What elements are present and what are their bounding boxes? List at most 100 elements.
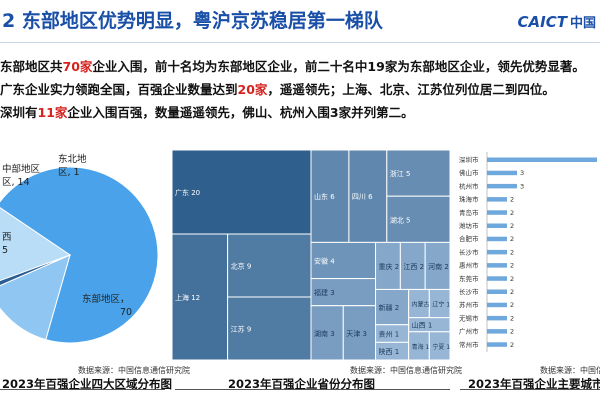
bar-category-3: 珠海市 bbox=[459, 195, 479, 204]
bar-value-10: 2 bbox=[510, 288, 514, 296]
treemap-label-辽宁-1: 辽宁 1 bbox=[432, 301, 450, 309]
pie-value-东部地区: 70 bbox=[120, 307, 132, 318]
bullet-3-highlight: 11家 bbox=[37, 105, 68, 120]
bar-caption-underline bbox=[460, 389, 600, 390]
pie-source: 数据来源：中国信息通信研究院 bbox=[78, 366, 190, 375]
bullet-1-pre: 东部地区共 bbox=[0, 59, 63, 74]
treemap-caption-underline bbox=[175, 389, 450, 390]
treemap-label-山西-1: 山西 1 bbox=[412, 321, 433, 330]
bar-value-13: 2 bbox=[510, 328, 514, 336]
bar-11 bbox=[487, 302, 507, 308]
bar-value-3: 2 bbox=[510, 196, 514, 204]
bar-category-10: 长沙市 bbox=[459, 287, 479, 296]
pie-panel: 东部地区， 70 中部地区区, 14 东北地区, 1 西 5 bbox=[0, 150, 168, 388]
header: 2 东部地区优势明显，粤沪京苏稳居第一梯队 CAICT 中国 bbox=[0, 0, 600, 46]
bullet-1-highlight: 70家 bbox=[62, 59, 93, 74]
pie-caption-underline bbox=[0, 389, 165, 390]
treemap-label-贵州-1: 贵州 1 bbox=[379, 330, 400, 339]
treemap-label-湖北-5: 湖北 5 bbox=[390, 215, 411, 224]
bar-3 bbox=[487, 197, 507, 202]
bullet-3-pre: 深圳有 bbox=[0, 105, 38, 120]
bar-value-8: 2 bbox=[510, 262, 514, 270]
treemap-label-天津-3: 天津 3 bbox=[346, 330, 367, 338]
bar-0 bbox=[487, 157, 597, 162]
bar-10 bbox=[487, 289, 507, 294]
pie-label-中部地区: 中部地区 bbox=[2, 163, 41, 175]
treemap-cell-湖北-5 bbox=[386, 195, 451, 243]
treemap-caption: 2023年百强企业省份分布图 bbox=[228, 377, 376, 391]
bar-5 bbox=[487, 223, 507, 228]
bar-value-11: 2 bbox=[510, 301, 514, 309]
bullet-2-post: ，遥遥领先；上海、北京、江苏位列位居二到四位。 bbox=[267, 82, 555, 97]
treemap-label-安徽-4: 安徽 4 bbox=[314, 256, 335, 265]
logo-text: CAICT bbox=[517, 13, 567, 31]
treemap-cell-广东-20 bbox=[171, 149, 312, 235]
bar-value-1: 3 bbox=[520, 169, 524, 177]
pie-label-西部地区: 西 bbox=[2, 232, 12, 243]
bar-value-6: 2 bbox=[510, 235, 514, 243]
bullet-1-post: 企业入围，前十名均为东部地区企业，前二十名中19家为东部地区企业，领先优势显著。 bbox=[92, 59, 585, 74]
caict-logo: CAICT 中国 bbox=[518, 12, 596, 31]
bar-8 bbox=[487, 263, 507, 268]
pie-label-东北地区: 东北地 bbox=[58, 153, 87, 165]
bar-value-12: 2 bbox=[510, 314, 514, 322]
bullet-3: 深圳有11家企业入围百强，数量遥遥领先，佛山、杭州入围3家并列第二。 bbox=[0, 102, 414, 121]
pie-slice-中部地区 bbox=[0, 254, 71, 341]
bar-4 bbox=[487, 210, 507, 215]
bar-category-7: 长沙市 bbox=[459, 247, 479, 256]
bar-category-9: 东莞市 bbox=[459, 274, 479, 283]
bar-category-2: 杭州市 bbox=[459, 181, 479, 190]
bullet-1: 东部地区共70家企业入围，前十名均为东部地区企业，前二十名中19家为东部地区企业… bbox=[0, 56, 585, 75]
pie-value-东北地区: 区, 1 bbox=[58, 167, 80, 178]
page-title: 2 东部地区优势明显，粤沪京苏稳居第一梯队 bbox=[2, 10, 383, 32]
treemap-label-江西-2: 江西 2 bbox=[403, 263, 424, 271]
treemap-label-内蒙古-1: 内蒙古 1 bbox=[412, 301, 436, 309]
title-divider bbox=[0, 42, 600, 43]
bar-13 bbox=[487, 329, 507, 334]
bar-category-4: 青岛市 bbox=[459, 208, 479, 217]
treemap-panel: 广东 20 上海 12 北京 9 江苏 9 山东 6 四川 6 浙江 5 湖北 5 安徽 4 福建… bbox=[171, 149, 451, 388]
bar-category-1: 佛山市 bbox=[459, 168, 479, 177]
bar-value-4: 2 bbox=[510, 209, 514, 217]
treemap-cell-湖南-3 bbox=[310, 305, 344, 361]
treemap-label-山东-6: 山东 6 bbox=[314, 192, 335, 201]
treemap-label-河南-2: 河南 2 bbox=[428, 262, 449, 271]
bar-9 bbox=[487, 276, 507, 281]
pie-caption: 2023年百强企业四大区域分布图 bbox=[2, 377, 173, 391]
treemap-cell-重庆-2 bbox=[375, 241, 401, 290]
bullet-3-post: 企业入围百强，数量遥遥领先，佛山、杭州入围3家并列第二。 bbox=[67, 105, 414, 120]
pie-value-西部地区: 5 bbox=[2, 245, 8, 256]
pie-label-东部地区: 东部地区， bbox=[82, 293, 130, 305]
bar-value-7: 2 bbox=[510, 248, 514, 256]
treemap-label-重庆-2: 重庆 2 bbox=[379, 262, 400, 271]
bar-category-6: 合肥市 bbox=[459, 234, 479, 243]
bar-value-9: 2 bbox=[510, 275, 514, 283]
bar-12 bbox=[487, 315, 507, 321]
bar-panel: 深圳市 佛山市 3 杭州市 3 珠海市 2 青岛市 2 潍坊市 2 合肥市 2 长沙市 2 惠州市 2 东莞市 2 长… bbox=[455, 150, 600, 388]
pie-value-中部地区: 区, 14 bbox=[2, 177, 30, 188]
treemap-chart: 广东 20 上海 12 北京 9 江苏 9 山东 6 四川 6 浙江 5 湖北 5 安徽 4 福建… bbox=[171, 149, 451, 361]
treemap-cell-天津-3 bbox=[342, 305, 377, 361]
treemap-label-北京-9: 北京 9 bbox=[231, 262, 252, 271]
treemap-cell-新疆-2 bbox=[375, 288, 410, 326]
pie-slice-东北地区 bbox=[0, 254, 71, 287]
bar-category-8: 惠州市 bbox=[459, 261, 479, 270]
bar-category-13: 广州市 bbox=[459, 327, 479, 336]
bar-category-0: 深圳市 bbox=[459, 155, 479, 164]
bar-category-5: 潍坊市 bbox=[459, 221, 479, 230]
treemap-cell-江西-2 bbox=[399, 241, 426, 290]
bar-category-14: 常州市 bbox=[459, 340, 479, 349]
bar-1 bbox=[487, 170, 517, 176]
pie-slice-东部地区 bbox=[0, 166, 159, 344]
treemap-cell-上海-12 bbox=[171, 233, 229, 361]
treemap-label-新疆-2: 新疆 2 bbox=[379, 303, 400, 312]
treemap-label-广东-20: 广东 20 bbox=[175, 188, 200, 197]
bullet-2: 广东企业实力领跑全国，百强企业数量达到20家，遥遥领先；上海、北京、江苏位列位居… bbox=[0, 79, 555, 98]
treemap-cell-浙江-5 bbox=[386, 149, 451, 197]
bar-6 bbox=[487, 236, 507, 242]
bar-category-12: 无锡市 bbox=[459, 313, 479, 322]
bullet-2-pre: 广东企业实力领跑全国，百强企业数量达到 bbox=[0, 82, 238, 97]
logo-cn: 中国 bbox=[569, 16, 596, 31]
